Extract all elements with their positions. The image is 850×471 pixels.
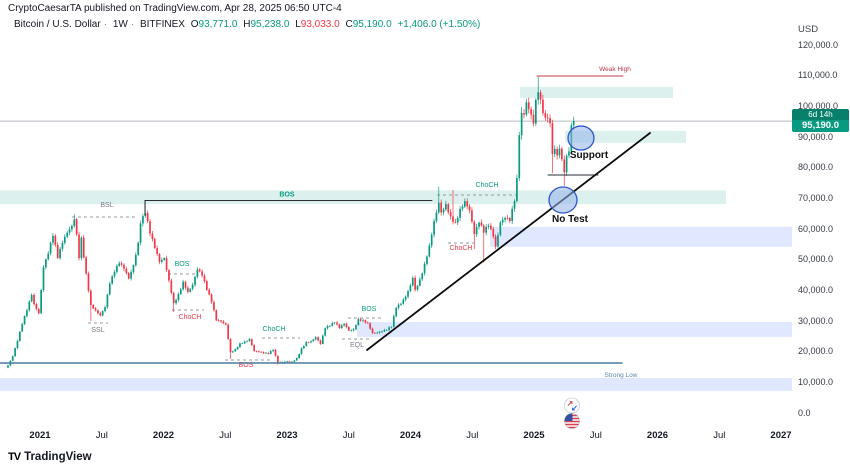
time-tick-year: 2024 [399,430,422,441]
structure-label-bos-6: BOS [362,306,377,313]
tradingview-logo[interactable]: TV TradingView [8,451,92,463]
high-label: H [243,19,251,30]
structure-label-choch-2: ChoCH [179,314,202,321]
structure-label-bos-1: BOS [175,261,190,268]
price-tick: 0.0 [798,407,811,418]
structure-label-choch-8: ChoCH [450,245,473,252]
price-tick: 80,000.0 [798,162,834,173]
price-tick: 20,000.0 [798,346,834,357]
bar-countdown: 6d 14h [792,109,849,120]
time-tick-month: Jul [466,430,479,441]
low-label: L [295,19,301,30]
low-value: 93,033.0 [300,19,340,30]
time-tick-year: 2021 [29,430,51,441]
time-tick-month: Jul [589,430,602,441]
time-tick-year: 2027 [770,430,792,441]
time-tick-month: Jul [713,430,726,441]
highlight-circle-support [567,125,595,151]
price-tick: 60,000.0 [798,223,834,234]
arrow-up-glyph: ↗ [567,399,574,408]
weak-high-label: Weak High [599,66,631,73]
arrow-down-glyph: ↙ [571,404,578,413]
strong-low-label: Strong Low [605,372,638,379]
structure-label-choch-4: ChoCH [263,326,286,333]
zone-support-90k [565,130,686,143]
time-tick-month: Jul [95,430,108,441]
close-value: 95,190.0 [352,19,392,30]
price-tick: 30,000.0 [798,315,834,326]
sticker-icons [564,397,580,429]
candlestick-series [7,76,575,369]
price-axis[interactable]: USD 120,000.0 110,000.0 100,000.0 90,000.0 8… [793,0,850,418]
price-tick: 70,000.0 [798,192,834,203]
structure-label-bos-5: BOS [239,362,254,369]
annotation-support: Support [570,150,609,161]
high-value: 95,238.0 [250,19,290,30]
change-value: +1,406.0 (+1.50%) [397,19,481,30]
highlight-circle-no-test [548,186,578,214]
zone-demand-30k [357,321,792,337]
last-price-value: 95,190.0 [792,120,849,132]
price-tick: 100,000.0 [798,100,839,111]
price-tick: 90,000.0 [798,131,834,142]
zone-demand-60k [490,226,792,247]
separator: · [130,19,135,30]
price-tick: 120,000.0 [798,39,839,50]
time-tick-month: Jul [219,430,232,441]
time-tick-year: 2026 [646,430,669,441]
open-label: O [190,19,199,30]
time-tick-year: 2022 [152,430,175,441]
price-tick: 110,000.0 [798,70,838,81]
structure-label-eql-7: EQL [350,342,364,349]
structure-label-bsl-0: BSL [100,202,113,209]
exchange-label: BITFINEX [139,19,185,30]
zone-supply-upper [520,87,673,99]
symbol-info-bar: Bitcoin / U.S. Dollar · 1W · BITFINEX O93,… [14,19,483,30]
price-axis-currency: USD [798,24,819,35]
time-tick-year: 2023 [276,430,298,441]
tradingview-logo-text: TradingView [24,451,92,463]
price-tick: 10,000.0 [798,376,834,387]
time-axis[interactable]: 2021 Jul 2022 Jul 2023 Jul 2024 Jul 2025 Jul 2026 J… [0,430,850,446]
zone-demand-10k [0,378,792,391]
time-tick-year: 2025 [523,430,545,441]
publish-byline: CryptoCaesarTA published on TradingView.… [8,3,342,14]
price-tick: 50,000.0 [798,254,834,265]
tradingview-logo-icon: TV [8,451,21,463]
arrows-sticker-icon [564,397,580,414]
time-tick-month: Jul [342,430,355,441]
interval-label[interactable]: 1W [112,19,128,30]
open-value: 93,771.0 [198,19,238,30]
last-price-label: 6d 14h 95,190.0 [792,109,849,132]
annotation-no-test: No Test [552,214,589,225]
structure-label-choch-9: ChoCH [476,182,499,189]
trendline [366,132,651,351]
separator: · [103,19,108,30]
symbol-name[interactable]: Bitcoin / U.S. Dollar [14,19,101,30]
price-tick: 40,000.0 [798,284,834,295]
zone-label-bos: BOS [279,192,295,199]
close-label: C [345,19,353,30]
structure-label-ssl-3: SSL [91,327,104,334]
